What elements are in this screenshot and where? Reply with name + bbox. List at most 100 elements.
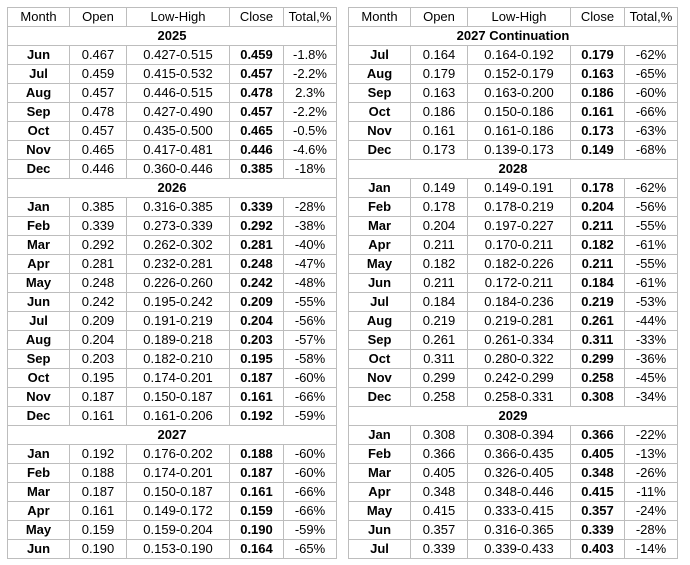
open-cell: 0.149: [410, 178, 468, 198]
range-cell: 0.360-0.446: [126, 159, 230, 179]
close-cell: 0.192: [229, 406, 284, 426]
range-cell: 0.339-0.433: [467, 539, 571, 559]
month-cell: Jul: [7, 311, 70, 331]
open-cell: 0.405: [410, 463, 468, 483]
open-cell: 0.192: [69, 444, 127, 464]
total-cell: -0.5%: [283, 121, 337, 141]
table-row: Mar 0.292 0.262-0.302 0.281 -40%: [7, 235, 337, 255]
close-cell: 0.405: [570, 444, 625, 464]
table-row: Sep 0.261 0.261-0.334 0.311 -33%: [348, 330, 678, 350]
open-cell: 0.159: [69, 520, 127, 540]
total-cell: -28%: [283, 197, 337, 217]
total-cell: -55%: [283, 292, 337, 312]
total-cell: -36%: [624, 349, 678, 369]
month-cell: Oct: [7, 121, 70, 141]
close-cell: 0.161: [570, 102, 625, 122]
close-cell: 0.366: [570, 425, 625, 445]
table-row: Apr 0.161 0.149-0.172 0.159 -66%: [7, 501, 337, 521]
open-cell: 0.242: [69, 292, 127, 312]
total-cell: -24%: [624, 501, 678, 521]
table-row: Aug 0.219 0.219-0.281 0.261 -44%: [348, 311, 678, 331]
total-cell: -56%: [283, 311, 337, 331]
total-cell: -65%: [283, 539, 337, 559]
column-header-total: Total,%: [624, 7, 678, 27]
close-cell: 0.357: [570, 501, 625, 521]
range-cell: 0.427-0.515: [126, 45, 230, 65]
range-cell: 0.316-0.385: [126, 197, 230, 217]
range-cell: 0.150-0.187: [126, 387, 230, 407]
month-cell: Nov: [348, 121, 411, 141]
table-row: Jun 0.190 0.153-0.190 0.164 -65%: [7, 539, 337, 559]
table-row: Feb 0.188 0.174-0.201 0.187 -60%: [7, 463, 337, 483]
table-row: Dec 0.446 0.360-0.446 0.385 -18%: [7, 159, 337, 179]
range-cell: 0.174-0.201: [126, 368, 230, 388]
month-cell: Mar: [348, 463, 411, 483]
open-cell: 0.446: [69, 159, 127, 179]
range-cell: 0.176-0.202: [126, 444, 230, 464]
total-cell: -13%: [624, 444, 678, 464]
month-cell: Mar: [348, 216, 411, 236]
open-cell: 0.182: [410, 254, 468, 274]
column-header-month: Month: [7, 7, 70, 27]
month-cell: Jul: [348, 292, 411, 312]
range-cell: 0.366-0.435: [467, 444, 571, 464]
range-cell: 0.262-0.302: [126, 235, 230, 255]
open-cell: 0.184: [410, 292, 468, 312]
year-header: 2028: [348, 159, 678, 179]
open-cell: 0.209: [69, 311, 127, 331]
month-cell: Sep: [348, 330, 411, 350]
close-cell: 0.459: [229, 45, 284, 65]
total-cell: -61%: [624, 273, 678, 293]
close-cell: 0.179: [570, 45, 625, 65]
close-cell: 0.339: [570, 520, 625, 540]
column-header-row: Month Open Low-High Close Total,%: [7, 7, 337, 27]
close-cell: 0.292: [229, 216, 284, 236]
open-cell: 0.173: [410, 140, 468, 160]
table-row: Jan 0.149 0.149-0.191 0.178 -62%: [348, 178, 678, 198]
close-cell: 0.186: [570, 83, 625, 103]
month-cell: Dec: [7, 406, 70, 426]
month-cell: Jan: [348, 178, 411, 198]
table-row: Sep 0.203 0.182-0.210 0.195 -58%: [7, 349, 337, 369]
month-cell: Feb: [348, 197, 411, 217]
month-cell: Aug: [7, 330, 70, 350]
total-cell: -61%: [624, 235, 678, 255]
close-cell: 0.281: [229, 235, 284, 255]
close-cell: 0.465: [229, 121, 284, 141]
table-row: May 0.182 0.182-0.226 0.211 -55%: [348, 254, 678, 274]
range-cell: 0.149-0.172: [126, 501, 230, 521]
table-row: Jun 0.467 0.427-0.515 0.459 -1.8%: [7, 45, 337, 65]
year-section-row: 2027: [7, 425, 337, 445]
table-row: Sep 0.163 0.163-0.200 0.186 -60%: [348, 83, 678, 103]
month-cell: Oct: [7, 368, 70, 388]
table-row: Mar 0.187 0.150-0.187 0.161 -66%: [7, 482, 337, 502]
open-cell: 0.311: [410, 349, 468, 369]
open-cell: 0.179: [410, 64, 468, 84]
close-cell: 0.161: [229, 482, 284, 502]
close-cell: 0.163: [570, 64, 625, 84]
close-cell: 0.242: [229, 273, 284, 293]
month-cell: Jun: [348, 273, 411, 293]
range-cell: 0.182-0.226: [467, 254, 571, 274]
range-cell: 0.195-0.242: [126, 292, 230, 312]
total-cell: -63%: [624, 121, 678, 141]
price-table-right: Month Open Low-High Close Total,% 2027 Contin…: [348, 7, 678, 559]
close-cell: 0.204: [229, 311, 284, 331]
month-cell: Jul: [348, 539, 411, 559]
range-cell: 0.415-0.532: [126, 64, 230, 84]
total-cell: 2.3%: [283, 83, 337, 103]
total-cell: -1.8%: [283, 45, 337, 65]
column-header-close: Close: [570, 7, 625, 27]
close-cell: 0.415: [570, 482, 625, 502]
total-cell: -66%: [283, 387, 337, 407]
range-cell: 0.258-0.331: [467, 387, 571, 407]
table-row: Dec 0.173 0.139-0.173 0.149 -68%: [348, 140, 678, 160]
total-cell: -44%: [624, 311, 678, 331]
table-row: Jul 0.184 0.184-0.236 0.219 -53%: [348, 292, 678, 312]
month-cell: Jun: [7, 292, 70, 312]
month-cell: Apr: [348, 482, 411, 502]
table-row: Sep 0.478 0.427-0.490 0.457 -2.2%: [7, 102, 337, 122]
month-cell: May: [7, 273, 70, 293]
month-cell: Dec: [7, 159, 70, 179]
